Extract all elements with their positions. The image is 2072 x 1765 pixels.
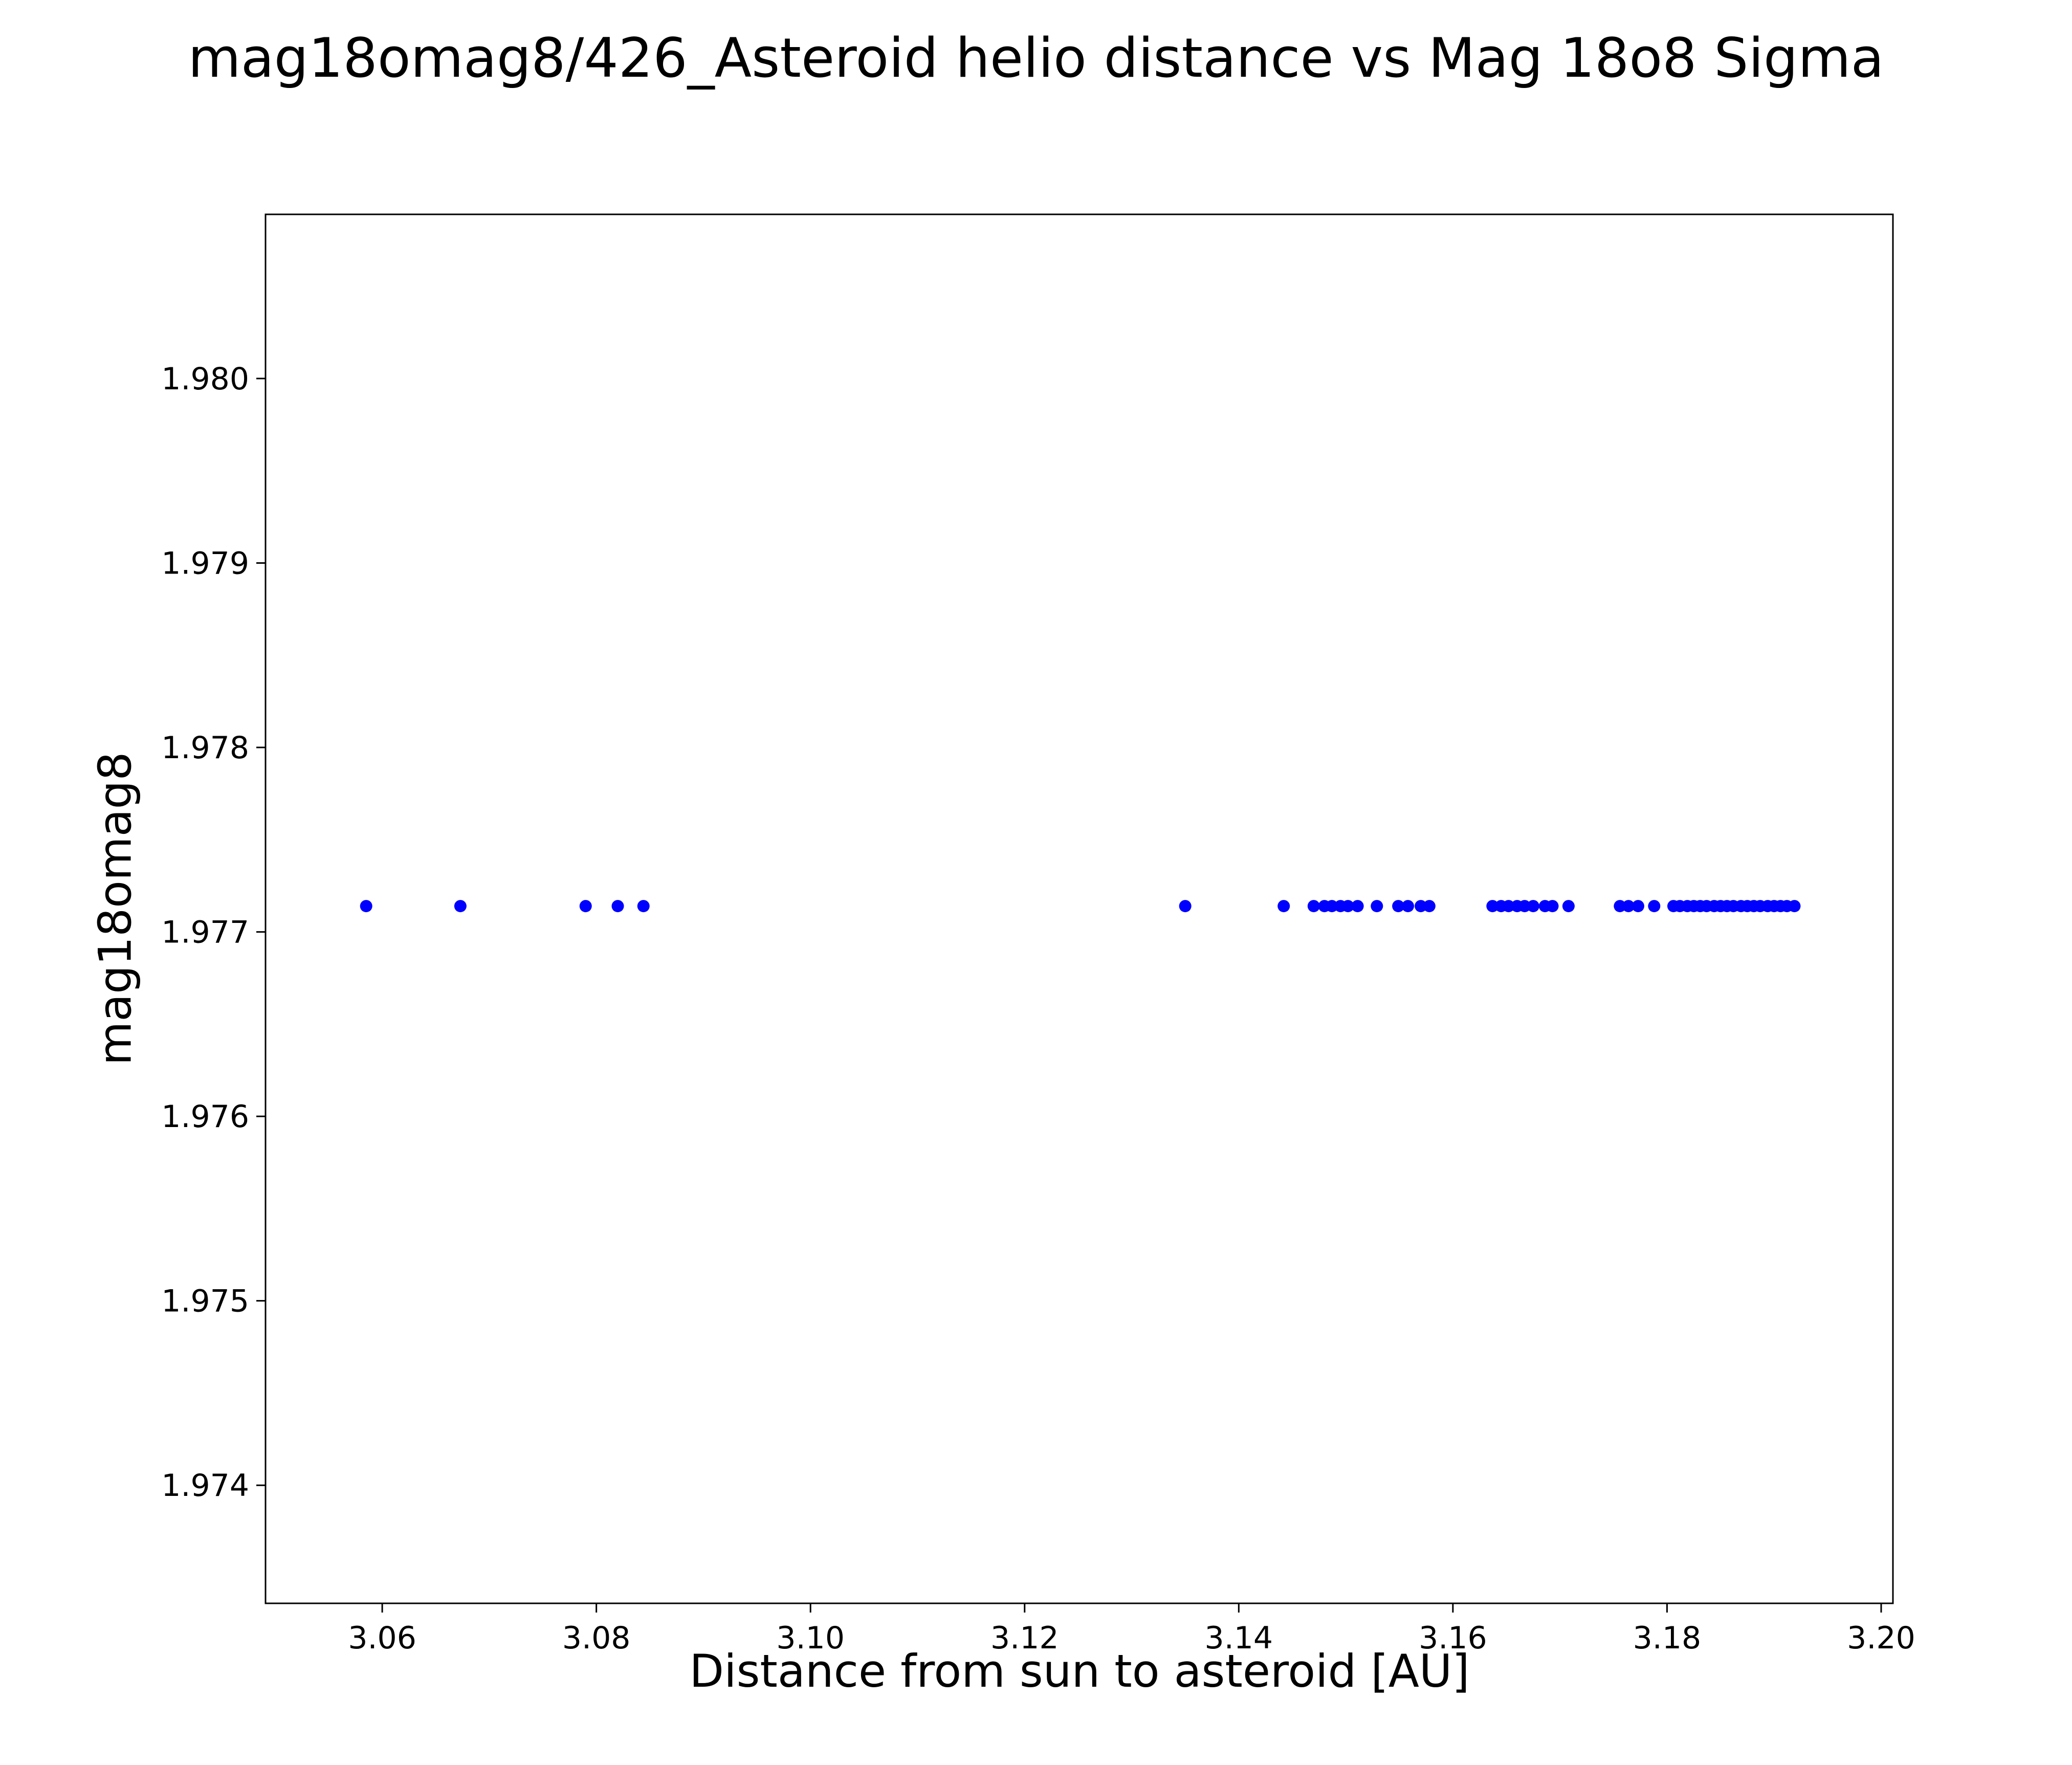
data-point: [1486, 900, 1499, 913]
x-tick-label: 3.08: [562, 1620, 631, 1656]
x-tick-label: 3.18: [1633, 1620, 1702, 1656]
x-tick-label: 3.12: [990, 1620, 1059, 1656]
x-tick-label: 3.14: [1205, 1620, 1273, 1656]
data-point: [360, 900, 372, 913]
data-point: [1371, 900, 1383, 913]
data-point: [1351, 900, 1364, 913]
data-point: [1502, 900, 1515, 913]
data-point: [1392, 900, 1405, 913]
data-point: [579, 900, 592, 913]
x-axis-label: Distance from sun to asteroid [AU]: [689, 1645, 1470, 1697]
data-point: [1788, 900, 1801, 913]
data-point: [611, 900, 624, 913]
data-point: [1423, 900, 1436, 913]
x-tick-label: 3.20: [1847, 1620, 1915, 1656]
data-point: [1341, 900, 1354, 913]
x-tick-label: 3.06: [348, 1620, 416, 1656]
y-tick-label: 1.977: [161, 915, 249, 951]
data-point: [454, 900, 467, 913]
data-point: [1527, 900, 1539, 913]
chart-title: mag18omag8/426_Asteroid helio distance v…: [188, 27, 1884, 90]
data-point: [1518, 900, 1531, 913]
data-point: [1632, 900, 1644, 913]
data-point: [1415, 900, 1427, 913]
y-tick-label: 1.979: [161, 545, 249, 581]
data-point: [637, 900, 650, 913]
data-point: [1622, 900, 1635, 913]
plot-border: [264, 213, 1894, 1604]
x-tick-label: 3.16: [1419, 1620, 1487, 1656]
y-tick-label: 1.976: [161, 1099, 249, 1135]
data-point: [1326, 900, 1338, 913]
x-tick-label: 3.10: [776, 1620, 845, 1656]
data-point: [1614, 900, 1626, 913]
data-point: [1179, 900, 1192, 913]
y-tick-label: 1.980: [161, 361, 249, 397]
data-point: [1307, 900, 1320, 913]
data-point: [1546, 900, 1559, 913]
data-point: [1562, 900, 1575, 913]
y-tick-label: 1.975: [161, 1284, 249, 1319]
y-tick-label: 1.978: [161, 730, 249, 766]
y-tick-label: 1.974: [161, 1468, 249, 1504]
data-point: [1277, 900, 1290, 913]
data-point: [1648, 900, 1661, 913]
data-point: [1401, 900, 1414, 913]
